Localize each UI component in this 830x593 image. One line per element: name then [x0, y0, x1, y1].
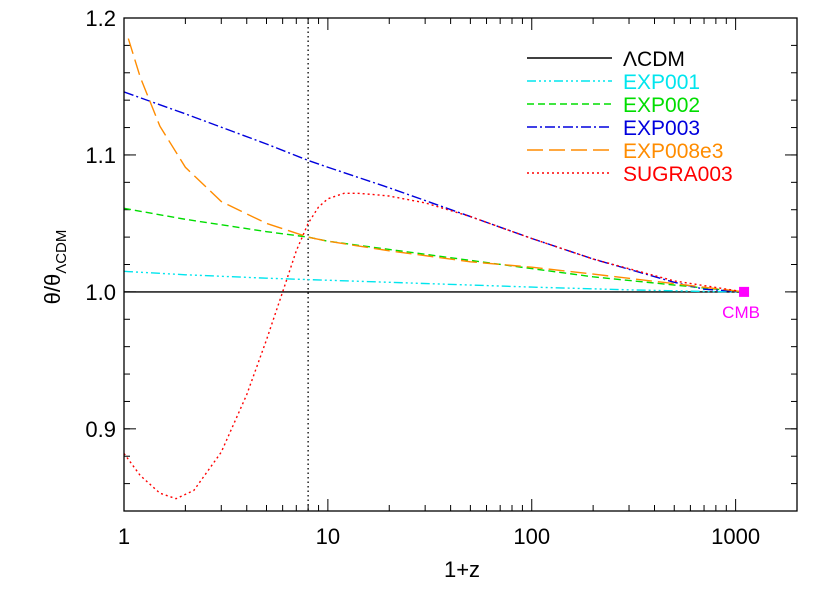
legend-label-1: EXP001	[623, 71, 700, 94]
series-line-3	[123, 91, 745, 293]
plot-frame-rect	[123, 17, 798, 512]
y-axis-label-main: θ/θ	[40, 274, 65, 305]
cmb-label: CMB	[722, 303, 760, 322]
cmb-marker-group: CMB	[722, 286, 760, 322]
x-tick-label: 10	[316, 524, 340, 549]
tick-labels: 1 10 100 1000 0.9 1.0 1.1 1.2	[85, 6, 760, 549]
y-tick-label: 1.2	[85, 6, 116, 31]
series-line-4	[127, 38, 745, 293]
legend-label-3: EXP003	[623, 117, 700, 140]
y-axis-label-sub: ΛCDM	[53, 230, 70, 274]
series-line-2	[123, 207, 745, 293]
legend-label-0: ΛCDM	[623, 48, 685, 71]
cmb-marker	[739, 286, 750, 297]
legend-label-5: SUGRA003	[623, 163, 733, 186]
series-line-1	[123, 270, 745, 293]
y-tick-label: 1.1	[85, 143, 116, 168]
series-lines	[123, 18, 745, 511]
x-tick-label: 1000	[711, 524, 760, 549]
series-line-5	[123, 192, 745, 500]
plot-frame	[123, 17, 798, 512]
x-tick-label: 1	[118, 524, 130, 549]
y-axis-label: θ/θΛCDM	[40, 230, 70, 305]
legend-label-4: EXP008e3	[623, 140, 723, 163]
y-tick-label: 1.0	[85, 280, 116, 305]
x-tick-label: 100	[513, 524, 550, 549]
y-tick-label: 0.9	[85, 417, 116, 442]
legend-label-2: EXP002	[623, 94, 700, 117]
x-axis-label: 1+z	[444, 557, 480, 582]
